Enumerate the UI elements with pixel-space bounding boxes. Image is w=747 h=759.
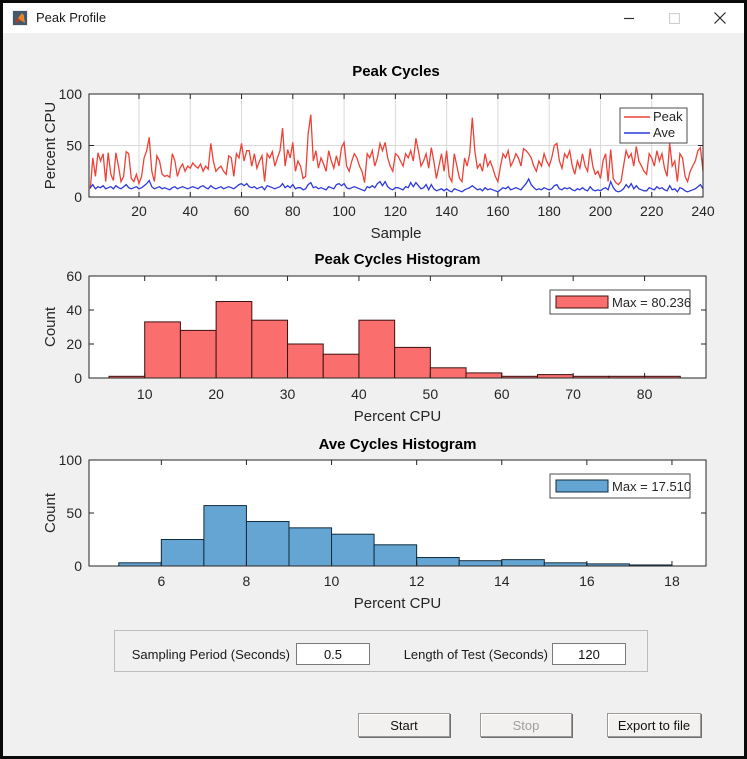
x-tick-label: 10 — [324, 573, 340, 589]
histogram-bar — [144, 321, 181, 379]
y-tick-label: 40 — [66, 302, 82, 318]
histogram-bar — [287, 343, 324, 379]
y-tick-label: 60 — [66, 268, 82, 284]
legend-max-label: Max = 80.236 — [612, 295, 691, 310]
histogram-bar — [429, 367, 467, 379]
histogram-bar — [331, 533, 375, 567]
histogram-bar — [179, 329, 217, 379]
y-axis-label: Percent CPU — [42, 102, 59, 190]
x-tick-label: 18 — [664, 573, 680, 589]
maximize-icon — [669, 12, 680, 24]
x-tick-label: 80 — [637, 386, 653, 402]
export-to-file-button[interactable]: Export to file — [607, 713, 701, 737]
maximize-button[interactable] — [652, 3, 697, 33]
title-bar: Peak Profile — [3, 3, 744, 33]
histogram-bar — [322, 353, 360, 379]
histogram-bar — [215, 301, 253, 379]
legend: Max = 80.236 — [549, 289, 691, 315]
legend: Max = 17.510 — [549, 473, 691, 499]
histogram-bar — [501, 559, 545, 567]
matlab-icon — [12, 10, 28, 26]
x-tick-label: 6 — [157, 573, 165, 589]
sampling-period-input[interactable] — [296, 643, 370, 665]
x-tick-label: 20 — [208, 386, 224, 402]
histogram-bar — [373, 544, 418, 567]
x-axis-label: Percent CPU — [354, 408, 442, 425]
x-tick-label: 60 — [234, 203, 250, 219]
y-tick-label: 20 — [66, 336, 82, 352]
chart-title: Peak Cycles Histogram — [315, 251, 481, 268]
x-tick-label: 70 — [565, 386, 581, 402]
histogram-bar — [536, 374, 574, 379]
x-axis-label: Percent CPU — [354, 595, 442, 612]
x-tick-label: 240 — [691, 203, 715, 219]
peak-cycles-histogram: 10 20 30 40 50 60 70 80 0 20 40 60 Peak Cycles Histo… — [42, 251, 707, 425]
start-button[interactable]: Start — [358, 713, 450, 737]
close-button[interactable] — [697, 3, 742, 33]
histogram-bar — [394, 346, 431, 379]
x-tick-label: 40 — [351, 386, 367, 402]
x-tick-label: 220 — [640, 203, 664, 219]
ave-cycles-histogram: 6 8 10 12 14 16 18 0 50 100 Ave Cycles Histogram Pe… — [42, 436, 707, 612]
x-tick-label: 40 — [182, 203, 198, 219]
histogram-bar — [203, 505, 247, 567]
x-tick-label: 50 — [423, 386, 439, 402]
chart-title: Peak Cycles — [352, 63, 440, 80]
legend-ave-label: Ave — [653, 125, 675, 140]
ave-line — [89, 177, 704, 193]
charts-canvas: 20 40 60 80 100 120 140 160 180 200 220 240050100Pe… — [42, 63, 715, 612]
histogram-bar — [288, 527, 333, 567]
x-axis-label: Sample — [371, 225, 422, 242]
x-tick-label: 120 — [384, 203, 408, 219]
minimize-icon — [624, 17, 634, 19]
legend-peak-label: Peak — [653, 109, 683, 124]
y-tick-label: 0 — [74, 558, 82, 574]
y-tick-label: 50 — [66, 505, 82, 521]
chart-title: Ave Cycles Histogram — [319, 436, 477, 453]
close-icon — [713, 12, 726, 24]
x-tick-label: 200 — [589, 203, 613, 219]
peak-cycles-chart: 20 40 60 80 100 120 140 160 180 200 220 240050100Pe… — [42, 63, 715, 242]
histogram-bar — [465, 372, 503, 379]
peak-line — [89, 114, 704, 189]
histogram-bar — [358, 319, 396, 379]
y-tick-label: 100 — [59, 86, 83, 102]
x-tick-label: 30 — [280, 386, 296, 402]
x-tick-label: 100 — [332, 203, 356, 219]
length-of-test-input[interactable] — [552, 643, 626, 665]
legend-max-label: Max = 17.510 — [612, 479, 691, 494]
y-tick-label: 50 — [66, 138, 82, 154]
histogram-bar — [160, 539, 205, 567]
histogram-bar — [251, 319, 289, 379]
window-title: Peak Profile — [36, 10, 107, 25]
length-of-test-label: Length of Test (Seconds) — [403, 647, 548, 662]
y-axis-label: Count — [42, 492, 59, 533]
x-tick-label: 140 — [435, 203, 459, 219]
x-tick-label: 10 — [137, 386, 153, 402]
x-tick-label: 160 — [486, 203, 510, 219]
y-tick-label: 100 — [59, 452, 83, 468]
sampling-period-label: Sampling Period (Seconds) — [131, 647, 290, 662]
x-tick-label: 80 — [285, 203, 301, 219]
x-tick-label: 180 — [537, 203, 561, 219]
x-tick-label: 8 — [243, 573, 251, 589]
minimize-button[interactable] — [607, 3, 652, 33]
y-tick-label: 0 — [74, 189, 82, 205]
stop-button[interactable]: Stop — [480, 713, 572, 737]
figure-area: 20 40 60 80 100 120 140 160 180 200 220 240 0 50 100 Pe… — [3, 33, 744, 756]
x-tick-label: 14 — [494, 573, 510, 589]
x-tick-label: 60 — [494, 386, 510, 402]
x-tick-label: 12 — [409, 573, 425, 589]
y-tick-label: 0 — [74, 370, 82, 386]
histogram-bar — [416, 557, 460, 567]
histogram-bar — [458, 560, 503, 567]
y-axis-label: Count — [42, 306, 59, 347]
x-tick-label: 16 — [579, 573, 595, 589]
x-tick-label: 20 — [131, 203, 147, 219]
histogram-bar — [245, 520, 290, 567]
